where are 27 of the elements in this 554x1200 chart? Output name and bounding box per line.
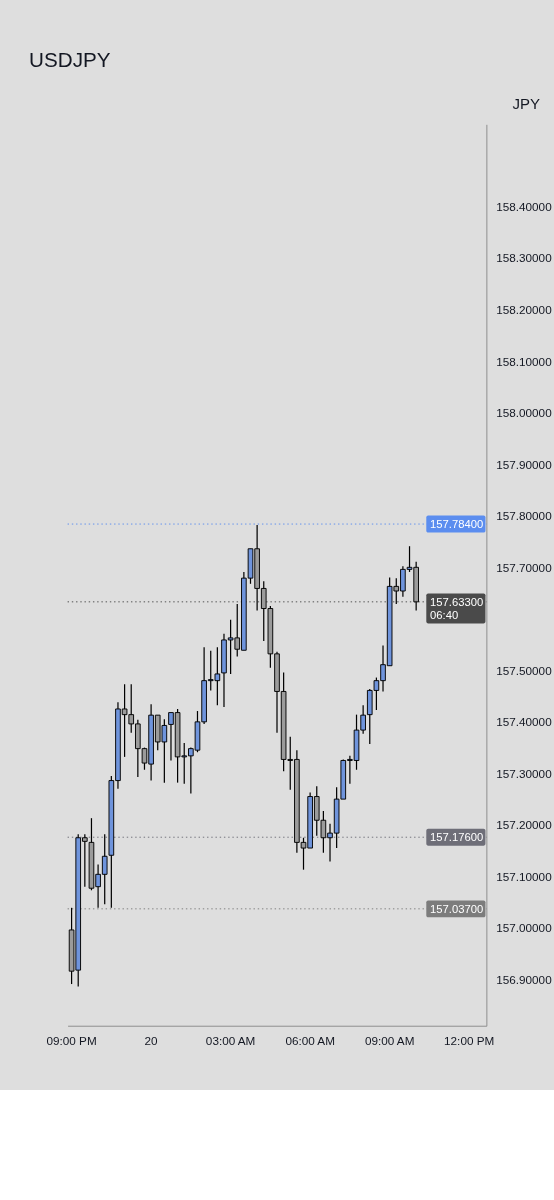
ref-line-label: 157.78400 bbox=[430, 517, 484, 530]
y-axis-title: JPY bbox=[512, 94, 541, 112]
ref-line-label: 157.03700 bbox=[430, 902, 484, 915]
y-tick-label: 157.50000 bbox=[496, 663, 553, 677]
y-tick-label: 158.00000 bbox=[496, 406, 553, 420]
x-tick-label: 06:00 AM bbox=[285, 1034, 335, 1048]
y-tick-label: 158.10000 bbox=[496, 354, 553, 368]
y-tick-label: 157.30000 bbox=[496, 766, 553, 780]
ref-line-label: 157.17600 bbox=[430, 830, 484, 843]
x-tick-label: 09:00 PM bbox=[46, 1034, 97, 1048]
x-tick-label: 09:00 AM bbox=[364, 1034, 415, 1048]
y-tick-label: 157.00000 bbox=[496, 921, 553, 935]
y-tick-label: 157.70000 bbox=[496, 560, 553, 574]
x-tick-label: 20 bbox=[144, 1034, 159, 1048]
y-tick-label: 157.10000 bbox=[496, 869, 553, 883]
x-tick-label: 12:00 PM bbox=[444, 1034, 495, 1048]
ref-line-label: 157.63300 06:40 bbox=[430, 595, 484, 621]
chart-title: USDJPY bbox=[29, 48, 111, 72]
y-tick-label: 157.90000 bbox=[496, 457, 553, 471]
y-tick-label: 158.40000 bbox=[496, 199, 553, 213]
x-tick-label: 03:00 AM bbox=[205, 1034, 256, 1048]
y-tick-label: 157.80000 bbox=[496, 509, 553, 523]
y-tick-label: 157.40000 bbox=[496, 715, 553, 729]
y-tick-label: 157.20000 bbox=[496, 818, 553, 832]
y-tick-label: 158.30000 bbox=[496, 251, 553, 265]
y-tick-label: 156.90000 bbox=[496, 972, 553, 986]
y-tick-label: 158.20000 bbox=[496, 303, 553, 316]
